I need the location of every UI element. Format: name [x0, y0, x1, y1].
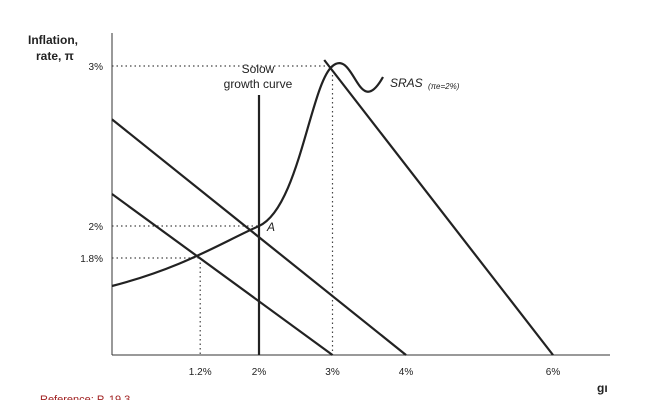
y-axis-label-line1: Inflation, — [28, 33, 78, 47]
x-axis-label: gı — [597, 381, 608, 395]
chart-marks: 1.2% 2% 3% 4% 6% 3% 2% 1.8% — [80, 59, 561, 378]
y-axis-label-line2: rate, π — [36, 49, 74, 63]
solow-label-line2: growth curve — [224, 77, 293, 91]
x-tick-label-3: 4% — [399, 367, 414, 378]
sras-label-text: SRAS — [390, 76, 423, 90]
footer-reference: Reference: P. 19.3 — [40, 394, 131, 400]
ad-line-0 — [111, 193, 334, 356]
solow-label-line1: Solow — [242, 62, 275, 76]
sras-label: SRAS (πe=2%) — [390, 76, 460, 91]
x-tick-label-1: 2% — [252, 367, 267, 378]
sras-curve — [111, 62, 384, 288]
point-a-label: A — [266, 220, 275, 234]
y-tick-label-1: 2% — [89, 222, 104, 233]
y-tick-label-0: 3% — [89, 62, 104, 73]
ad-line-2 — [323, 59, 554, 356]
sras-subscript: (πe=2%) — [428, 82, 460, 91]
x-tick-label-4: 6% — [546, 367, 561, 378]
x-tick-label-2: 3% — [325, 367, 340, 378]
x-tick-label-0: 1.2% — [189, 367, 212, 378]
y-axis-label-line2-text: rate, π — [36, 49, 74, 63]
y-tick-label-2: 1.8% — [80, 254, 103, 265]
